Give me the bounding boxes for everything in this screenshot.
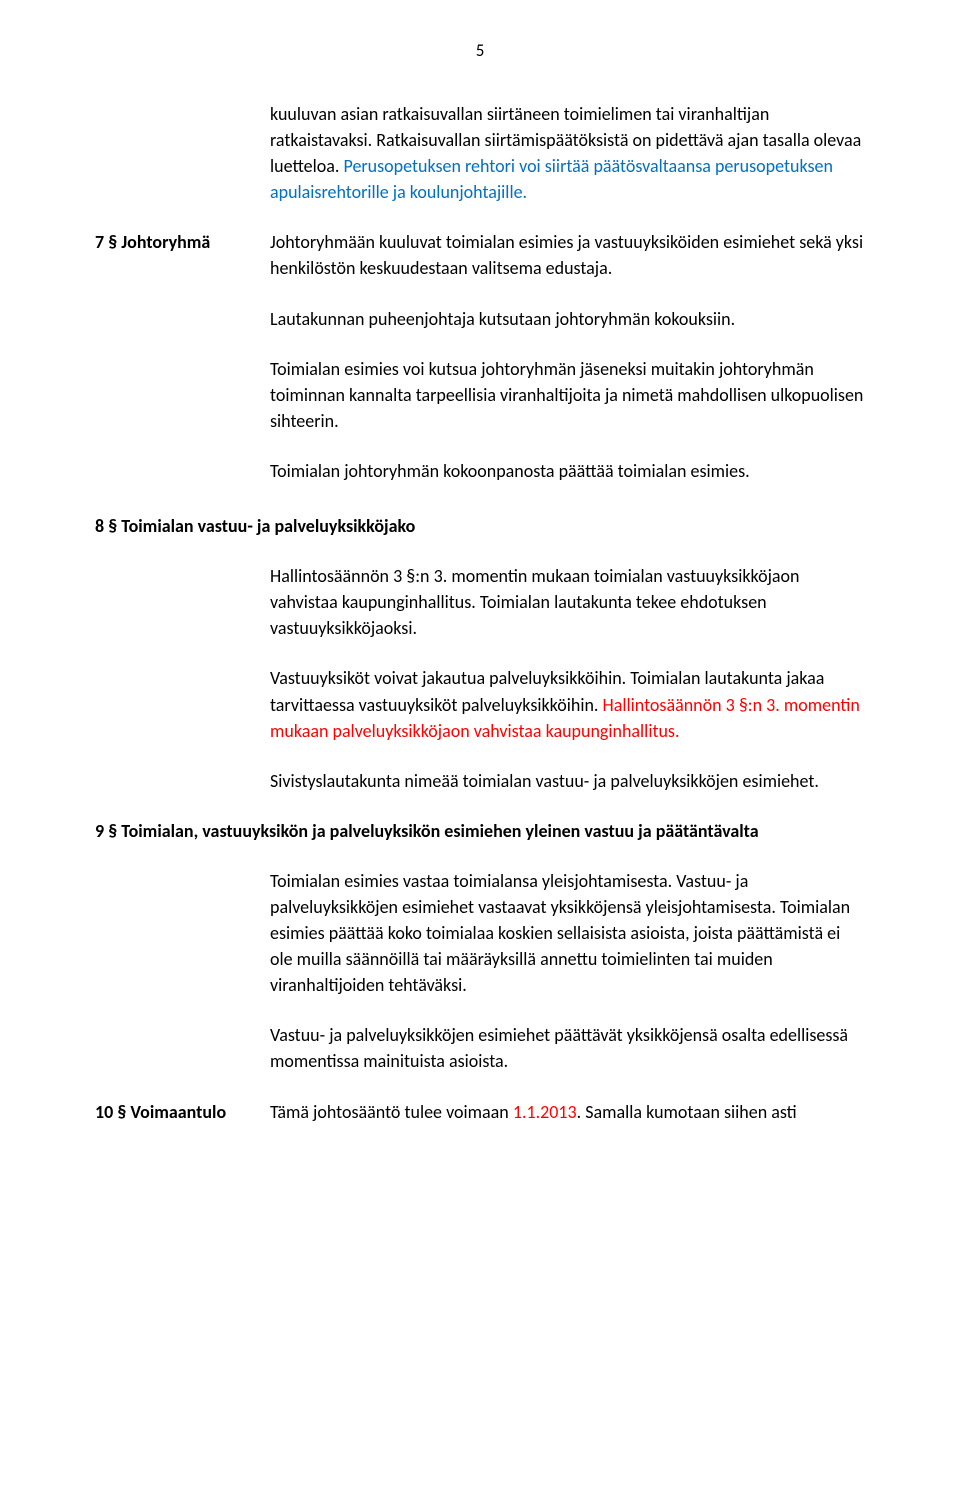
section-7-content: Johtoryhmään kuuluvat toimialan esimies … [270,229,865,508]
s10-p1b: . Samalla kumotaan siihen asti [577,1101,797,1123]
s7-p1: Johtoryhmään kuuluvat toimialan esimies … [270,229,865,281]
section-9-heading: 9 § Toimialan, vastuuyksikön ja palveluy… [95,818,865,844]
s10-p1-highlight: 1.1.2013 [513,1101,577,1123]
s7-p2: Lautakunnan puheenjohtaja kutsutaan joht… [270,306,865,332]
intro-block: kuuluvan asian ratkaisuvallan siirtäneen… [270,101,865,205]
s9-p2: Vastuu- ja palveluyksikköjen esimiehet p… [270,1022,865,1074]
s7-p4: Toimialan johtoryhmän kokoonpanosta päät… [270,458,865,484]
document-page: 5 kuuluvan asian ratkaisuvallan siirtäne… [0,0,960,1165]
section-10-row: 10 § Voimaantulo Tämä johtosääntö tulee … [95,1099,865,1125]
s8-p1: Hallintosäännön 3 §:n 3. momentin mukaan… [270,563,865,641]
intro-highlight: Perusopetuksen rehtori voi siirtää päätö… [270,155,833,203]
s10-p1: Tämä johtosääntö tulee voimaan 1.1.2013.… [270,1099,865,1125]
section-7-row: 7 § Johtoryhmä Johtoryhmään kuuluvat toi… [95,229,865,508]
section-8-content: Hallintosäännön 3 §:n 3. momentin mukaan… [270,563,865,794]
section-8-heading: 8 § Toimialan vastuu- ja palveluyksikköj… [95,513,865,539]
s8-p2: Vastuuyksiköt voivat jakautua palveluyks… [270,665,865,743]
section-10-content: Tämä johtosääntö tulee voimaan 1.1.2013.… [270,1099,865,1125]
page-number: 5 [95,40,865,61]
s8-p3: Sivistyslautakunta nimeää toimialan vast… [270,768,865,794]
section-7-label: 7 § Johtoryhmä [95,229,270,508]
s9-p1: Toimialan esimies vastaa toimialansa yle… [270,868,865,998]
s10-p1a: Tämä johtosääntö tulee voimaan [270,1101,513,1123]
intro-paragraph: kuuluvan asian ratkaisuvallan siirtäneen… [270,101,865,205]
s7-p3: Toimialan esimies voi kutsua johtoryhmän… [270,356,865,434]
section-10-label: 10 § Voimaantulo [95,1099,270,1125]
section-9-content: Toimialan esimies vastaa toimialansa yle… [270,868,865,1075]
